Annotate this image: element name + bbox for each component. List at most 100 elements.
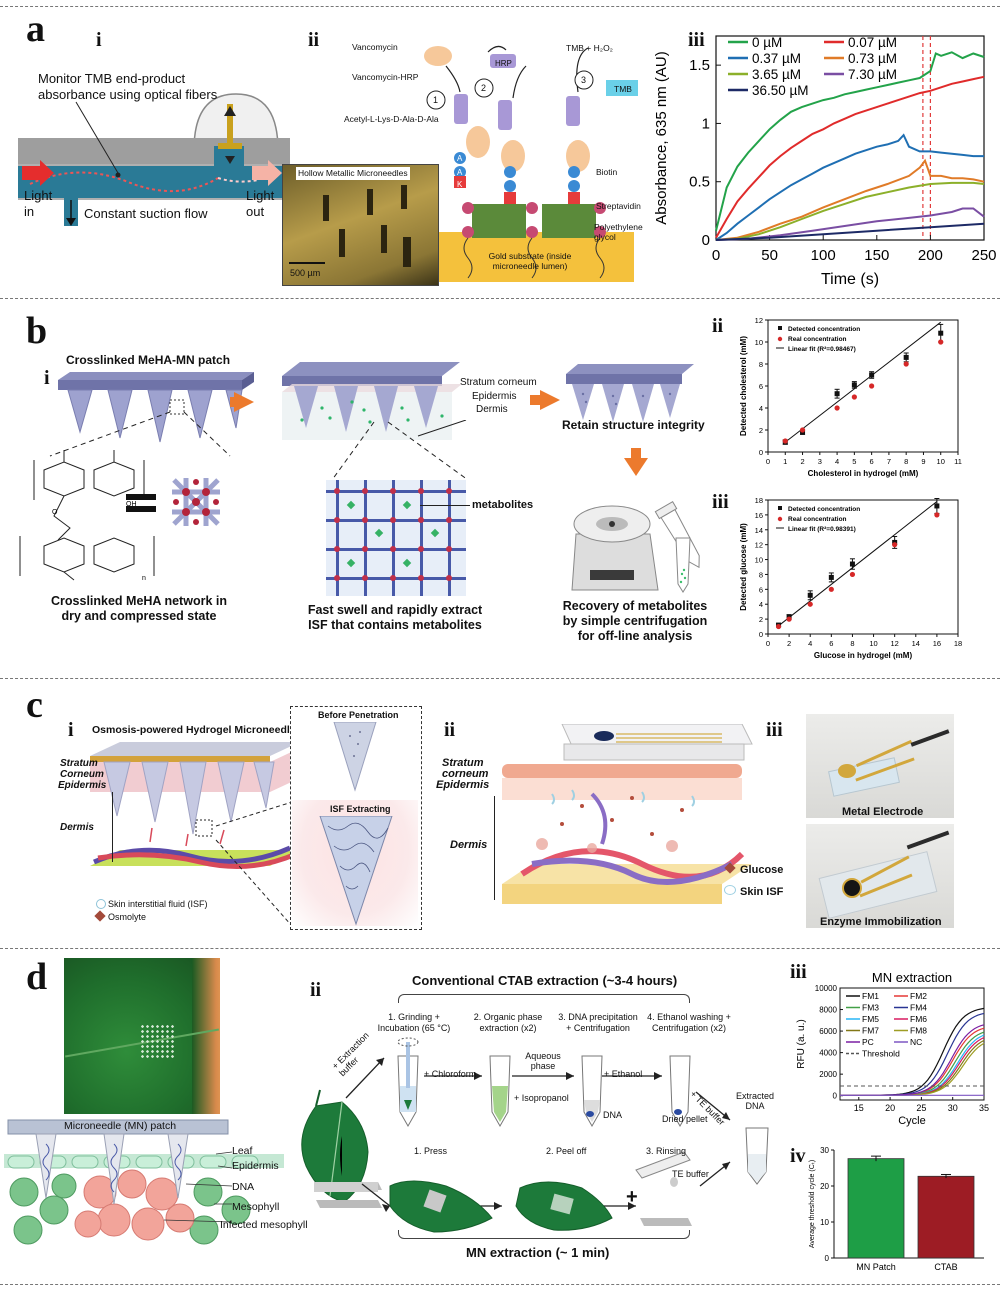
tmb-h2o2-label: TMB + H₂O₂ (566, 43, 613, 53)
panel-c-sub-iii: iii (766, 719, 783, 741)
ctab-step-1: 1. Grinding + Incubation (65 °C) (377, 1012, 451, 1033)
series-line-6 (715, 222, 985, 241)
letter-a1: A (457, 154, 463, 163)
x-axis-label: Time (s) (821, 271, 879, 288)
y-axis-label: Absorbance, 635 nm (AU) (653, 51, 670, 224)
y-tick-label-1: 2 (759, 426, 763, 435)
legend-label-8: PC (862, 1037, 874, 1047)
real-point-3 (851, 394, 857, 400)
legend-detected-marker (778, 326, 782, 330)
acetyl-label: Acetyl-L-Lys-D-Ala-D-Ala (344, 114, 439, 124)
recovery-caption: Recovery of metabolites by simple centri… (562, 599, 708, 643)
y-tick-label-4: 8 (759, 360, 763, 369)
legend-detected-marker (778, 506, 782, 510)
panel-a-sub-i: i (96, 29, 102, 51)
qpcr-amplification-chart: MN extraction 15 20 25 30 35 0 2000 4000 6000 8000… (796, 970, 989, 1127)
x-tick-label-3: 3 (818, 457, 822, 466)
detected-point-6 (938, 330, 944, 336)
y-tick-label-4: 8 (759, 570, 763, 579)
y-tick-label-2: 4 (759, 404, 763, 413)
real-point-4 (869, 383, 875, 389)
biotin-label: Biotin (596, 167, 618, 177)
stratum-corneum-label: Stratum corneum (460, 377, 537, 388)
ctab-step-3: 3. DNA precipitation + Centrifugation (558, 1012, 638, 1033)
x-tick-label-5: 10 (869, 639, 877, 648)
arrow-down-shaft (631, 448, 641, 460)
detected-point-5 (903, 354, 909, 360)
x-tick-label-0: 15 (854, 1103, 864, 1113)
x-tick-label-6: 12 (890, 639, 898, 648)
mesophyll-label: Mesophyll (232, 1201, 280, 1213)
ctab-bracket (398, 994, 690, 1003)
y-tick-label-0: 0 (825, 1254, 830, 1263)
y-tick-label-3: 30 (820, 1146, 829, 1155)
y-tick-label-0: 0 (759, 630, 763, 639)
series-line-1 (715, 75, 985, 239)
series-line-2 (715, 133, 984, 241)
ctab-step-2: 2. Organic phase extraction (x2) (473, 1012, 543, 1033)
detected-point-4 (849, 561, 855, 567)
isopropanol-label: + Isopropanol (514, 1093, 569, 1103)
x-tick-label-3: 30 (948, 1103, 958, 1113)
dna-label-d: DNA (232, 1181, 255, 1193)
panel-c-sub-ii: ii (444, 719, 456, 741)
mn-patch-label: Microneedle (MN) patch (64, 1120, 177, 1132)
x-tick-label-7: 7 (887, 457, 891, 466)
legend-label-0: 0 µM (752, 35, 782, 50)
panel-b-label: b (26, 310, 48, 352)
enzyme-immobilization-label: Enzyme Immobilization (820, 916, 942, 928)
before-penetration-needle (333, 722, 377, 792)
x-tick-label-2: 2 (800, 457, 804, 466)
panel-b-sub-iii: iii (712, 491, 729, 513)
category-label-1: CTAB (934, 1262, 957, 1272)
real-point-4 (849, 571, 856, 578)
dermis-label: Dermis (476, 404, 508, 415)
legend-fit-label: Linear fit (R²=0.98467) (788, 346, 856, 353)
plus-sign: + (626, 1186, 638, 1208)
x-tick-label-4: 4 (835, 457, 839, 466)
equals-sign-bottom (126, 506, 156, 512)
aqueous-phase-label: Aqueous phase (525, 1051, 561, 1071)
infected-mesophyll-label: Infected mesophyll (220, 1219, 308, 1231)
zoom-dashed-lines (49, 411, 231, 457)
dermis-label-c: Dermis (60, 822, 94, 833)
zoom-lines-c (215, 801, 293, 927)
series-line-0 (715, 51, 985, 231)
legend-isf: Skin interstitial fluid (ISF) (108, 899, 208, 909)
detected-point-6 (934, 503, 940, 509)
step-2-label: 2 (481, 83, 487, 93)
stratum-corneum-label-c2: Stratum corneum (442, 757, 489, 780)
series-line-5 (715, 207, 985, 241)
leaf-label: Leaf (232, 1145, 253, 1157)
y-tick-label-1: 10 (820, 1218, 829, 1227)
leaf-photo (64, 958, 220, 1114)
ctab-step-4: 4. Ethanol washing + Centrifugation (x2) (647, 1012, 731, 1033)
x-tick-label-10: 10 (937, 457, 945, 466)
real-point-6 (938, 339, 944, 345)
centrifuge-illustration (571, 500, 700, 593)
separator-a-b (0, 298, 1000, 299)
arrow-2 (540, 390, 560, 410)
separator-bottom (0, 1284, 1000, 1285)
letter-k: K (457, 180, 463, 189)
te-buffer-label: TE buffer (672, 1169, 709, 1179)
hollow-microneedles-photo (282, 164, 439, 286)
y-tick-label-0: 0 (702, 232, 710, 249)
category-label-0: MN Patch (856, 1262, 896, 1272)
plot-frame (767, 499, 959, 635)
legend-label-6: 36.50 µM (752, 83, 809, 98)
arrow-1-shaft (230, 397, 238, 407)
monitor-tmb-label: Monitor TMB end-product absorbance using… (38, 71, 218, 102)
dermis-label-c2: Dermis (450, 839, 488, 851)
real-point-6 (934, 512, 940, 518)
series-line-4 (715, 181, 985, 241)
x-tick-label-6: 6 (870, 457, 874, 466)
streptavidin-label: Streptavidin (596, 201, 641, 211)
x-tick-label-5: 5 (852, 457, 856, 466)
x-tick-label-0: 0 (712, 247, 720, 264)
metal-electrode-label: Metal Electrode (842, 806, 924, 818)
retained-patch-diagram (566, 364, 694, 422)
legend-label-1: 0.07 µM (848, 35, 897, 50)
legend-label-2: 0.37 µM (752, 51, 801, 66)
legend-label-6: FM7 (862, 1026, 879, 1036)
